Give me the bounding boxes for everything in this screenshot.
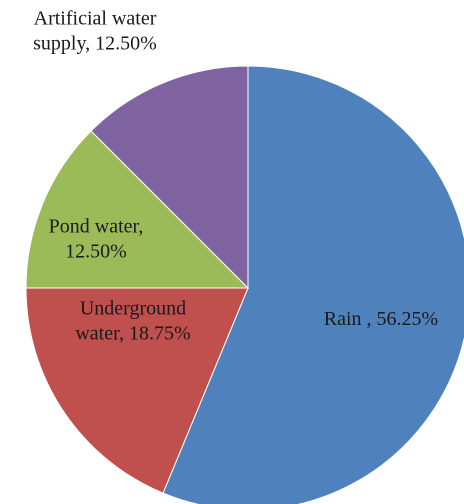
pie-slice-underground-water xyxy=(25,287,249,494)
slice-label-pond-water: Pond water, 12.50% xyxy=(49,216,144,263)
pie-slice-pond-water xyxy=(25,130,250,289)
pie-slice-artificial-water-supply xyxy=(90,65,249,290)
slice-label-line: Rain , 56.25% xyxy=(324,308,438,330)
slice-label-line: Pond water, xyxy=(49,216,144,238)
slice-label-line: 12.50% xyxy=(65,241,127,263)
pie-slice-rain xyxy=(162,65,464,504)
slice-label-rain: Rain , 56.25% xyxy=(324,308,438,330)
slices-layer xyxy=(25,65,464,504)
slice-label-line: Underground xyxy=(80,298,186,320)
slice-label-line: supply, 12.50% xyxy=(33,33,157,55)
slice-label-underground-water: Underground water, 18.75% xyxy=(75,298,190,345)
labels-layer: Rain , 56.25% Underground water, 18.75% Pon… xyxy=(33,8,438,345)
slice-label-line: water, 18.75% xyxy=(75,323,190,345)
slice-label-artificial-water-supply: Artificial water supply, 12.50% xyxy=(33,8,157,55)
slice-label-line: Artificial water xyxy=(34,8,157,30)
